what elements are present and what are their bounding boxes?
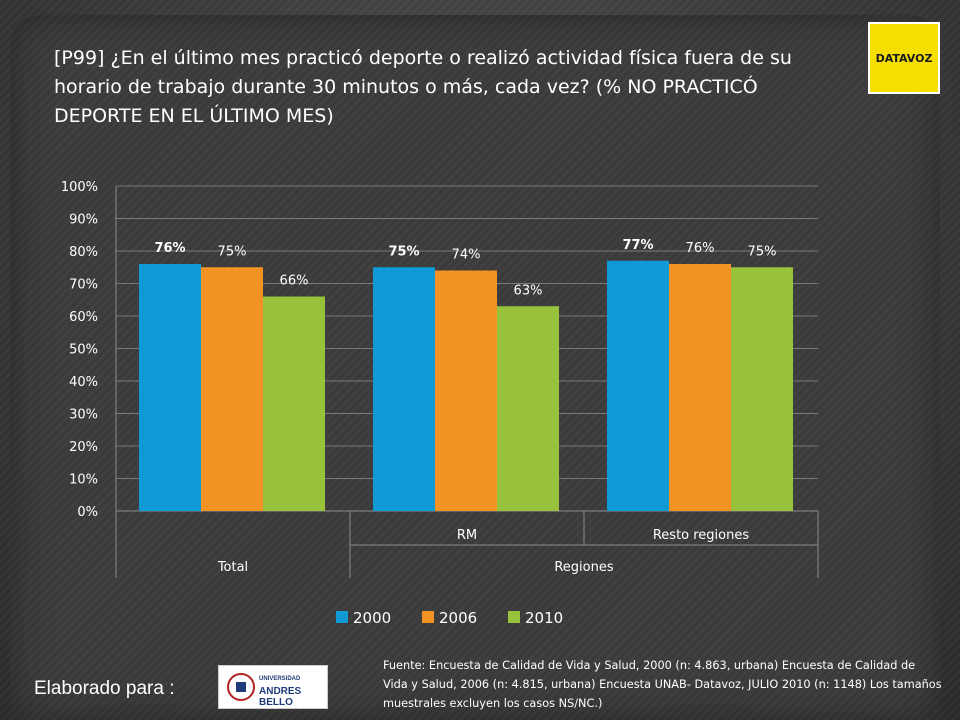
data-label: 75% bbox=[388, 244, 419, 259]
chart-title: [P99] ¿En el último mes practicó deporte… bbox=[54, 47, 792, 127]
data-label: 76% bbox=[154, 241, 185, 256]
legend-swatch bbox=[508, 611, 520, 623]
datavoz-logo-text: DATAVOZ bbox=[875, 51, 933, 65]
data-label: 63% bbox=[514, 283, 543, 298]
legend-label: 2006 bbox=[439, 609, 477, 627]
university-line2: ANDRES BELLO bbox=[259, 686, 302, 708]
source-note: Fuente: Encuesta de Calidad de Vida y Sa… bbox=[383, 659, 942, 710]
x-tick-label: RM bbox=[457, 528, 477, 543]
university-line1: UNIVERSIDAD bbox=[259, 676, 301, 682]
legend-label: 2010 bbox=[525, 609, 563, 627]
data-label: 75% bbox=[748, 244, 777, 259]
bar-2006 bbox=[669, 264, 731, 511]
university-logo: UNIVERSIDAD ANDRES BELLO bbox=[218, 665, 328, 709]
data-label: 74% bbox=[452, 248, 481, 263]
bar-2006 bbox=[435, 270, 497, 511]
legend-swatch bbox=[422, 611, 434, 623]
y-tick-label: 10% bbox=[69, 473, 98, 488]
data-label: 75% bbox=[218, 244, 247, 259]
y-tick-label: 70% bbox=[69, 278, 98, 293]
y-tick-label: 50% bbox=[69, 343, 98, 358]
y-tick-label: 60% bbox=[69, 310, 98, 325]
university-seal-icon bbox=[227, 673, 255, 701]
bar-2010 bbox=[731, 267, 793, 511]
x-tick-label: Resto regiones bbox=[653, 528, 750, 543]
bar-2000 bbox=[139, 264, 201, 511]
data-label: 77% bbox=[622, 238, 653, 253]
bar-chart: 0% 10% 20% 30% 40% 50% 60% 70% 80% 90% 100% 76% 75% 6… bbox=[61, 180, 819, 627]
y-tick-label: 0% bbox=[77, 505, 98, 520]
legend-label: 2000 bbox=[353, 609, 391, 627]
bar-2000 bbox=[607, 260, 669, 511]
x-group-label: Regiones bbox=[554, 560, 614, 575]
bar-2010 bbox=[497, 306, 559, 511]
bar-2000 bbox=[373, 267, 435, 511]
bar-2006 bbox=[201, 267, 263, 511]
y-tick-label: 80% bbox=[69, 245, 98, 260]
data-label: 66% bbox=[280, 274, 309, 289]
y-tick-label: 40% bbox=[69, 375, 98, 390]
datavoz-logo: DATAVOZ bbox=[868, 22, 940, 94]
legend-swatch bbox=[336, 611, 348, 623]
y-tick-label: 90% bbox=[69, 213, 98, 228]
made-for-label: Elaborado para : bbox=[34, 678, 175, 699]
y-tick-label: 20% bbox=[69, 440, 98, 455]
y-tick-label: 30% bbox=[69, 408, 98, 423]
x-group-label: Total bbox=[217, 560, 248, 575]
bar-2010 bbox=[263, 296, 325, 511]
data-label: 76% bbox=[686, 241, 715, 256]
y-tick-label: 100% bbox=[61, 180, 98, 195]
